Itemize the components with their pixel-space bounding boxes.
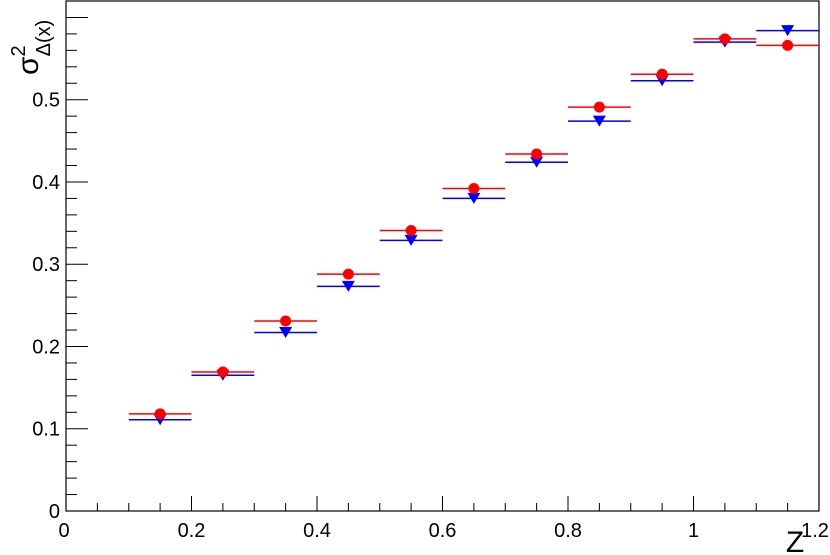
data-point [592, 115, 606, 127]
series-1 [128, 33, 819, 420]
data-point [468, 183, 480, 195]
x-tick-label: 0 [58, 520, 69, 542]
data-point [467, 192, 481, 204]
data-point [781, 25, 795, 37]
x-tick-label: 0.6 [429, 520, 457, 542]
labels: Z σ2 Δ(x) [8, 20, 804, 555]
x-tick-label: 0.4 [303, 520, 331, 542]
data-point [530, 156, 544, 168]
y-tick-label: 0.4 [32, 172, 60, 194]
data-point [656, 68, 668, 80]
data-point [342, 268, 354, 280]
y-tick-label: 0.5 [32, 90, 60, 112]
y-tick-label: 0.1 [32, 419, 60, 441]
data-point [782, 39, 794, 51]
ticks: 0 0.2 0.4 0.6 0.8 1 1.2 0 0.1 0.2 0.3 0.4 0.5 [32, 0, 829, 542]
data-point [341, 280, 355, 292]
x-tick-label: 1.2 [801, 520, 829, 542]
series [128, 25, 819, 426]
y-tick-label: 0.2 [32, 336, 60, 358]
x-tick-label: 0.2 [178, 520, 206, 542]
data-point [154, 408, 166, 420]
data-point [593, 101, 605, 113]
x-tick-label: 1 [688, 520, 699, 542]
y-tick-label: 0.3 [32, 254, 60, 276]
data-point [404, 234, 418, 246]
data-point [719, 33, 731, 45]
x-tick-label: 0.8 [554, 520, 582, 542]
data-point [280, 315, 292, 327]
y-axis-label: σ2 Δ(x) [8, 20, 55, 75]
data-point [405, 225, 417, 236]
x-axis-label: Z [786, 526, 804, 555]
data-point [217, 366, 229, 378]
data-point [279, 327, 293, 338]
y-tick-label: 0 [49, 501, 60, 523]
data-point [531, 148, 543, 160]
